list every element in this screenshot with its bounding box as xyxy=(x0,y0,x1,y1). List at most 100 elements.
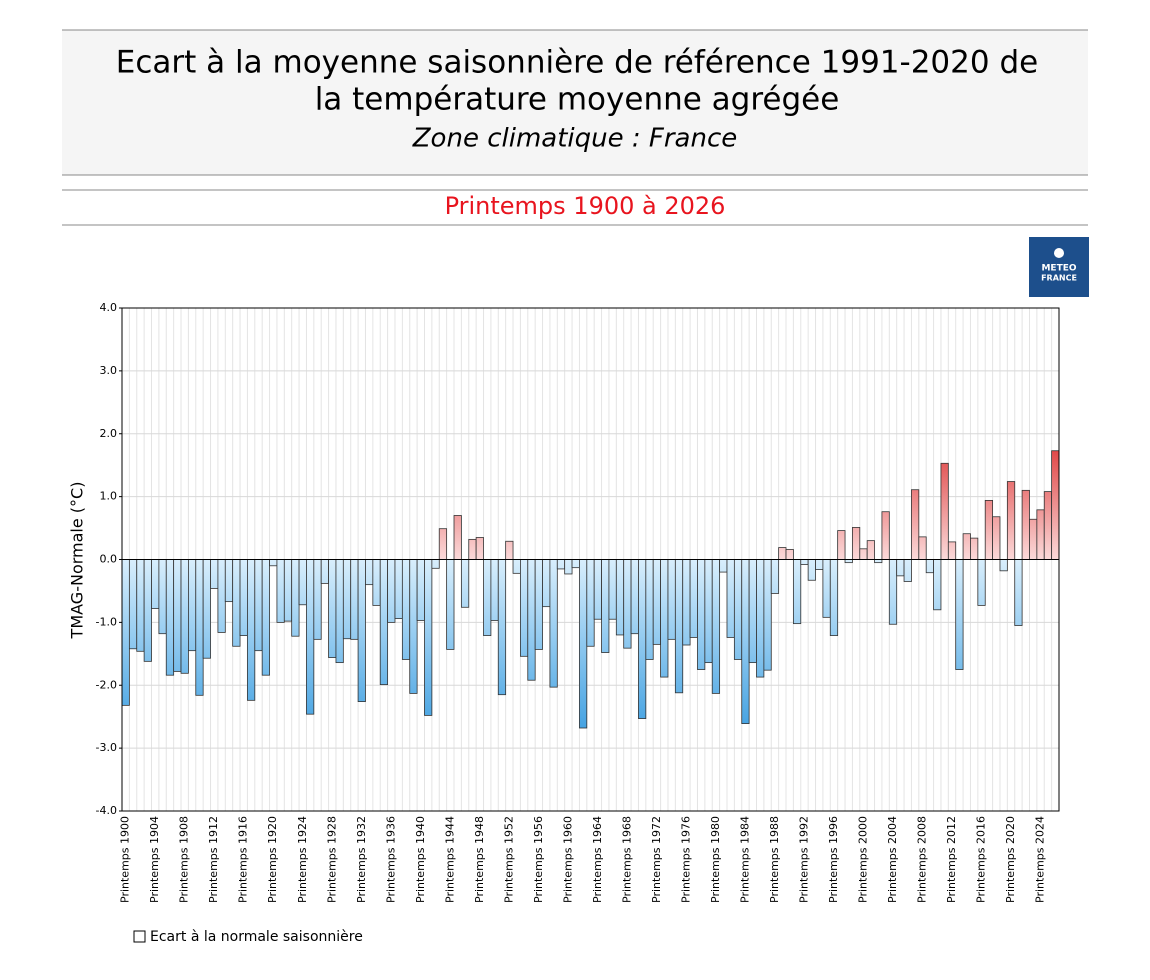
x-tick-label: Printemps 1908 xyxy=(178,816,191,903)
x-tick-label: Printemps 1992 xyxy=(797,816,810,903)
y-tick-label: 1.0 xyxy=(100,490,118,503)
chart-title: Ecart à la moyenne saisonnière de référe… xyxy=(116,45,1038,81)
bar xyxy=(1029,518,1038,560)
bar xyxy=(733,559,743,660)
y-tick-label: 4.0 xyxy=(100,301,118,314)
x-tick-label: Printemps 1980 xyxy=(709,816,722,903)
bar xyxy=(859,548,868,560)
bar xyxy=(829,559,839,636)
bar xyxy=(298,559,307,606)
bar xyxy=(534,559,543,650)
bar xyxy=(365,559,374,586)
chart-title: la température moyenne agrégée xyxy=(315,82,840,118)
bar xyxy=(416,559,425,621)
bar xyxy=(188,559,197,652)
bar xyxy=(999,559,1008,572)
bar xyxy=(792,559,802,625)
bar xyxy=(306,559,315,715)
chart-subtitle: Zone climatique : France xyxy=(412,124,738,154)
x-tick-label: Printemps 1912 xyxy=(207,816,220,903)
x-tick-label: Printemps 2016 xyxy=(975,816,988,903)
bar xyxy=(291,559,300,637)
x-tick-label: Printemps 2004 xyxy=(886,816,899,903)
bar xyxy=(837,530,846,560)
bar xyxy=(254,559,263,652)
bar xyxy=(121,559,130,706)
x-tick-label: Printemps 1900 xyxy=(119,816,132,903)
bar xyxy=(778,547,787,560)
bar xyxy=(962,533,971,560)
y-tick-label: -3.0 xyxy=(96,741,117,754)
x-tick-label: Printemps 2024 xyxy=(1034,816,1047,903)
x-tick-label: Printemps 2008 xyxy=(916,816,929,903)
y-tick-label: 2.0 xyxy=(100,427,118,440)
bar xyxy=(401,559,411,660)
x-tick-label: Printemps 2000 xyxy=(856,816,869,903)
x-tick-label: Printemps 1944 xyxy=(443,816,456,903)
bar xyxy=(748,559,757,664)
bar xyxy=(579,559,588,729)
period: Printemps 1900 à 2026 xyxy=(445,192,726,220)
x-tick-label: Printemps 1920 xyxy=(266,816,279,903)
logo-text: METEO xyxy=(1041,264,1076,274)
bar xyxy=(1021,489,1030,560)
bar xyxy=(372,559,381,606)
bar xyxy=(674,559,684,694)
x-tick-label: Printemps 1968 xyxy=(620,816,633,903)
y-axis-label: TMAG-Normale (°C) xyxy=(68,482,87,640)
bar xyxy=(276,559,285,623)
bar xyxy=(409,559,418,694)
bar xyxy=(903,559,912,582)
bar xyxy=(453,515,462,560)
x-tick-label: Printemps 1996 xyxy=(827,816,840,903)
bar xyxy=(195,559,204,696)
bar xyxy=(549,559,558,688)
x-tick-label: Printemps 1924 xyxy=(296,816,309,903)
bar xyxy=(512,559,521,574)
bar xyxy=(638,559,647,719)
bar xyxy=(387,559,396,623)
bar xyxy=(822,559,831,618)
bar xyxy=(660,559,669,678)
bar xyxy=(394,559,403,620)
bar xyxy=(623,559,632,649)
bar xyxy=(520,559,529,657)
bar xyxy=(438,528,448,560)
bar xyxy=(608,559,617,620)
x-tick-label: Printemps 1904 xyxy=(148,816,161,903)
bar xyxy=(933,559,942,611)
bar xyxy=(689,559,698,638)
bar xyxy=(682,559,691,646)
bar xyxy=(335,559,344,664)
x-tick-label: Printemps 1964 xyxy=(591,816,604,903)
bar xyxy=(711,559,721,694)
bar xyxy=(756,559,765,678)
bar xyxy=(1014,559,1023,626)
bar xyxy=(800,559,809,565)
bar xyxy=(593,559,602,620)
y-tick-label: 3.0 xyxy=(100,364,118,377)
bar xyxy=(925,559,934,574)
bar xyxy=(888,559,898,625)
bar xyxy=(615,559,625,636)
bar xyxy=(571,559,580,569)
bar xyxy=(217,559,226,633)
bar xyxy=(210,559,219,589)
bar xyxy=(866,540,875,560)
logo xyxy=(1029,237,1089,297)
bar xyxy=(586,559,595,647)
bar xyxy=(446,559,455,650)
bar xyxy=(815,559,824,570)
bar xyxy=(763,559,772,671)
bar xyxy=(357,559,366,702)
legend-swatch xyxy=(133,930,146,943)
bar xyxy=(460,559,470,608)
bar xyxy=(947,541,957,560)
bar xyxy=(652,559,661,645)
bar xyxy=(313,559,322,640)
x-tick-label: Printemps 1916 xyxy=(237,816,250,903)
bar xyxy=(601,559,610,653)
bar xyxy=(468,538,477,560)
x-tick-label: Printemps 1948 xyxy=(473,816,486,903)
